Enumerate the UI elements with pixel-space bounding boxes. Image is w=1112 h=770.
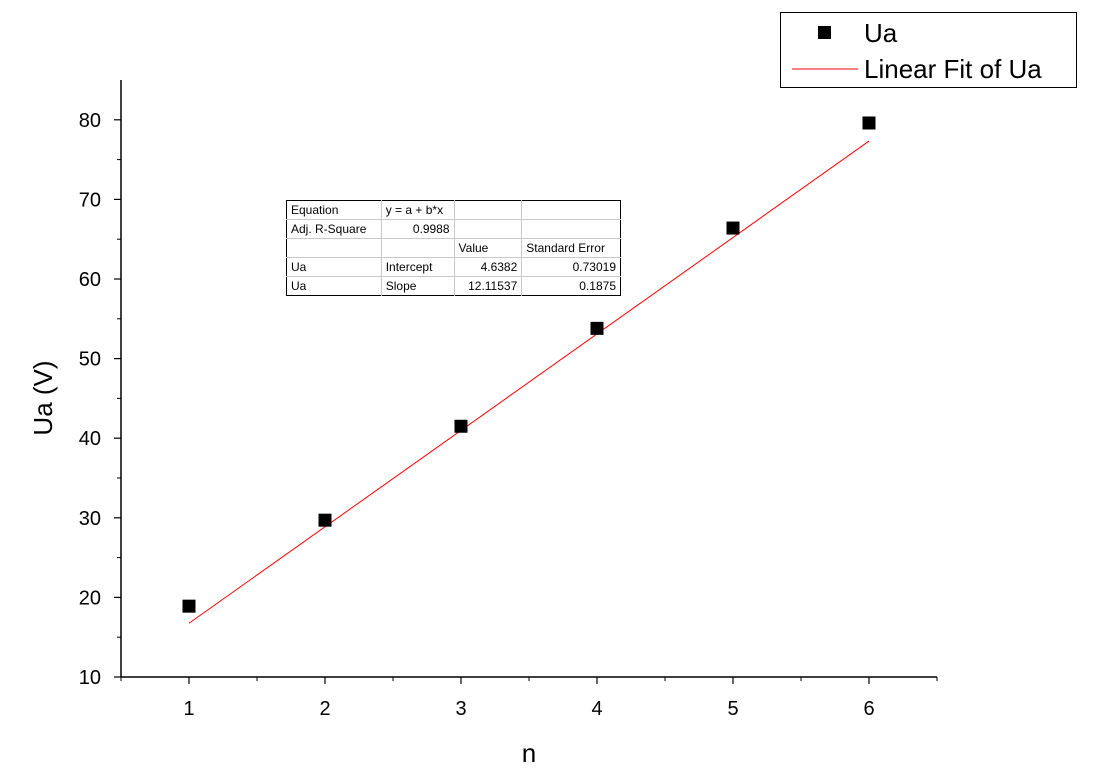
x-tick-label: 4: [591, 698, 602, 720]
fit-line: [188, 140, 870, 624]
y-tick-label: 70: [79, 189, 101, 211]
y-axis-title: Ua (V): [28, 360, 58, 435]
table-row: Value Standard Error: [286, 238, 621, 258]
table-row: Adj. R-Square 0.9988: [286, 219, 621, 239]
table-cell: 4.6382: [454, 257, 523, 277]
legend-marker-ua: [818, 26, 831, 39]
y-tick-label: 50: [79, 349, 101, 371]
table-cell: 0.73019: [521, 257, 621, 277]
data-points: [182, 116, 876, 613]
data-point: [182, 599, 196, 613]
x-tick-label: 2: [319, 698, 330, 720]
legend-box: [780, 12, 1077, 88]
x-tick-label: 5: [727, 698, 738, 720]
table-row: Equation y = a + b*x: [286, 200, 621, 220]
table-cell: [381, 238, 455, 258]
fit-results-table: Equation y = a + b*x Adj. R-Square 0.998…: [286, 200, 621, 296]
table-cell: 12.11537: [454, 276, 523, 296]
table-cell: Slope: [381, 276, 455, 296]
table-cell: Standard Error: [521, 238, 621, 258]
table-row: Ua Slope 12.11537 0.1875: [286, 276, 621, 296]
data-point: [454, 419, 468, 433]
table-cell: Equation: [286, 200, 382, 220]
legend-label-fit: Linear Fit of Ua: [864, 54, 1042, 84]
y-tick-label: 20: [79, 587, 101, 609]
y-tick-label: 80: [79, 110, 101, 132]
data-point: [862, 116, 876, 130]
table-cell: [521, 219, 621, 239]
data-point: [318, 513, 332, 527]
data-point: [726, 221, 740, 235]
table-cell: [286, 238, 382, 258]
y-tick-label: 60: [79, 269, 101, 291]
table-cell: Ua: [286, 257, 382, 277]
axes: 10 20 30 40 50 60 70 80 1 2 3 4 5 6: [79, 80, 938, 720]
table-cell: [521, 200, 621, 220]
y-tick-label: 10: [79, 667, 101, 689]
table-cell: [454, 219, 523, 239]
table-cell: Ua: [286, 276, 382, 296]
table-cell: 0.9988: [381, 219, 455, 239]
table-cell: Value: [454, 238, 523, 258]
x-tick-label: 1: [183, 698, 194, 720]
x-tick-label: 3: [455, 698, 466, 720]
table-cell: y = a + b*x: [381, 200, 455, 220]
data-point: [590, 321, 604, 335]
table-cell: Intercept: [381, 257, 455, 277]
table-row: Ua Intercept 4.6382 0.73019: [286, 257, 621, 277]
x-axis-title: n: [522, 738, 536, 768]
x-tick-label: 6: [863, 698, 874, 720]
table-cell: Adj. R-Square: [286, 219, 382, 239]
table-cell: [454, 200, 523, 220]
fit-line-group: [188, 140, 870, 624]
legend: Ua Linear Fit of Ua: [780, 12, 1077, 88]
table-cell: 0.1875: [579, 279, 616, 293]
y-tick-label: 40: [79, 428, 101, 450]
y-tick-label: 30: [79, 508, 101, 530]
legend-label-ua: Ua: [864, 18, 898, 48]
